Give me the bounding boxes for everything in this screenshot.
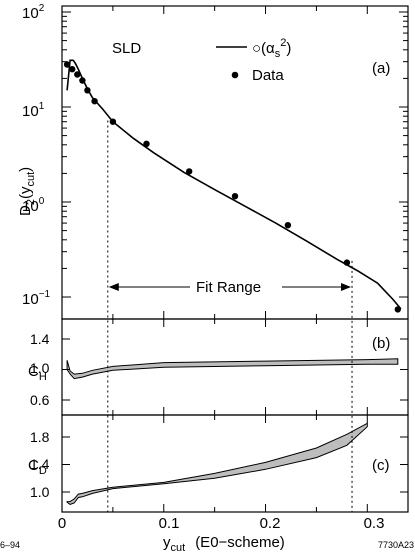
data-point — [143, 140, 150, 147]
ytick-b-0p6: 0.6 — [30, 392, 50, 408]
ytick-c-1p4: 1.4 — [30, 456, 50, 472]
fit-range-layer — [107, 120, 353, 512]
fit-range-arrowhead-left — [108, 283, 119, 291]
data-point — [74, 71, 81, 78]
ylabel-d2: D2(ycut) — [17, 167, 37, 216]
ytick-c-1p8: 1.8 — [30, 429, 50, 445]
ytick-c-1p0: 1.0 — [30, 484, 50, 500]
xlabel: ycut (E0−scheme) — [163, 534, 285, 554]
ytick-b-1p0: 1.0 — [30, 360, 50, 376]
data-point — [91, 98, 98, 105]
theory-curve — [66, 59, 402, 310]
ylabel-ch: CH — [28, 363, 47, 383]
footer-left: 6–94 — [0, 540, 20, 550]
xtick-0p3: 0.3 — [364, 515, 385, 532]
ytick-a-100: 102 — [22, 3, 45, 22]
data-point — [69, 66, 76, 73]
data-point — [63, 61, 71, 68]
fit-range-label: Fit Range — [196, 279, 261, 296]
legend-data-marker — [231, 71, 239, 79]
ytick-a-0p1: 10−1 — [22, 289, 51, 308]
points-layer — [63, 61, 401, 313]
ytick-a-10: 101 — [22, 101, 45, 120]
data-point — [343, 259, 351, 266]
curves-layer — [66, 59, 402, 310]
xtick-0: 0 — [58, 515, 66, 532]
bands-layer — [66, 358, 399, 505]
data-point — [79, 77, 86, 84]
ytick-b-1p4: 1.4 — [30, 331, 50, 347]
ylabel-cd: CD — [28, 457, 47, 477]
panel-c-frame — [61, 414, 409, 513]
footer-right: 7730A23 — [378, 540, 414, 550]
ticks-layer — [61, 6, 408, 512]
xtick-0p1: 0.1 — [159, 515, 180, 532]
legend-data-label: Data — [252, 67, 284, 84]
panel-a-label: (a) — [372, 60, 390, 77]
ch-band — [66, 358, 399, 380]
legend-theory-label: ○(αs2) — [252, 37, 291, 60]
sld-label: SLD — [112, 40, 141, 57]
data-point — [394, 306, 401, 313]
data-point — [84, 87, 91, 94]
cd-band — [66, 422, 368, 505]
data-point — [109, 118, 117, 125]
data-point — [284, 222, 292, 229]
data-point — [186, 168, 193, 175]
panel-c-label: (c) — [372, 457, 390, 474]
ytick-a-1: 100 — [22, 196, 45, 215]
xtick-0p2: 0.2 — [260, 515, 281, 532]
data-point — [231, 193, 239, 200]
fit-range-arrowhead-right — [341, 283, 352, 291]
panel-b-label: (b) — [372, 335, 390, 352]
